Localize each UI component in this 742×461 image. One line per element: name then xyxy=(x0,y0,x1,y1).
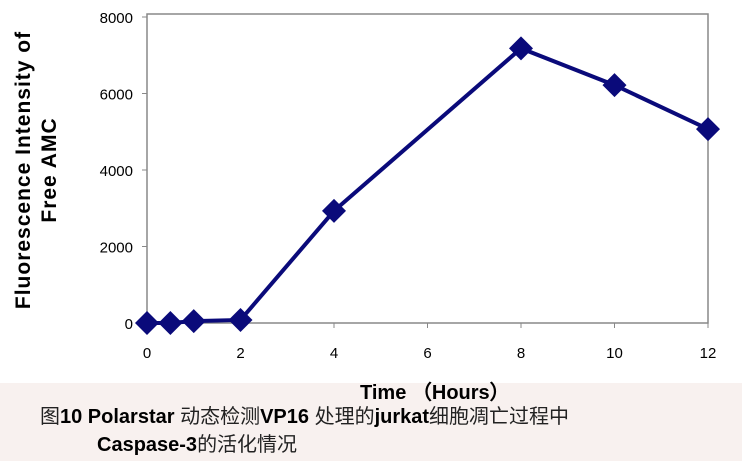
x-tick-label: 2 xyxy=(236,345,244,362)
caption-line-2: Caspase-3的活化情况 xyxy=(97,428,297,457)
data-point-marker xyxy=(696,117,720,142)
x-axis-label: Time （Hours） xyxy=(360,382,510,404)
data-point-marker xyxy=(602,73,627,98)
y-tick-label: 0 xyxy=(125,316,133,333)
x-tick-label: 12 xyxy=(700,345,717,362)
data-point-marker xyxy=(509,36,533,61)
caption-text: Caspase-3 xyxy=(97,434,198,456)
caption-text: 10 Polarstar xyxy=(60,406,175,428)
y-tick-label: 4000 xyxy=(100,163,133,180)
caption-text: VP16 xyxy=(260,406,310,428)
x-tick-label: 10 xyxy=(606,345,623,362)
caption-text: 的活化情况 xyxy=(197,434,298,456)
data-point-marker xyxy=(322,198,346,223)
caption-line-1: 图10 Polarstar 动态检测VP16 处理的jurkat细胞凋亡过程中 xyxy=(40,400,569,429)
caption-text: 细胞凋亡过程中 xyxy=(429,406,570,428)
caption-text: 处理的 xyxy=(309,406,375,428)
x-tick-label: 4 xyxy=(330,345,338,362)
x-tick-label: 8 xyxy=(517,345,525,362)
caption-text: jurkat xyxy=(374,406,430,428)
caption-text: 图 xyxy=(40,406,60,428)
data-point-marker xyxy=(135,311,159,335)
y-tick-label: 6000 xyxy=(100,87,133,104)
caption-text: 动态检测 xyxy=(174,406,261,428)
y-tick-label: 2000 xyxy=(100,240,133,257)
y-axis-label: Fluorescence Intensity of xyxy=(12,31,35,309)
data-point-marker xyxy=(228,307,253,332)
x-tick-label: 6 xyxy=(423,345,431,362)
data-point-marker xyxy=(158,311,183,335)
series-line xyxy=(147,46,709,325)
y-axis-label: Free AMC xyxy=(38,117,61,222)
x-tick-label: 0 xyxy=(143,345,151,362)
plot-frame xyxy=(146,13,709,324)
caption-background xyxy=(0,383,742,461)
y-tick-label: 8000 xyxy=(100,10,133,27)
data-point-marker xyxy=(181,309,206,334)
